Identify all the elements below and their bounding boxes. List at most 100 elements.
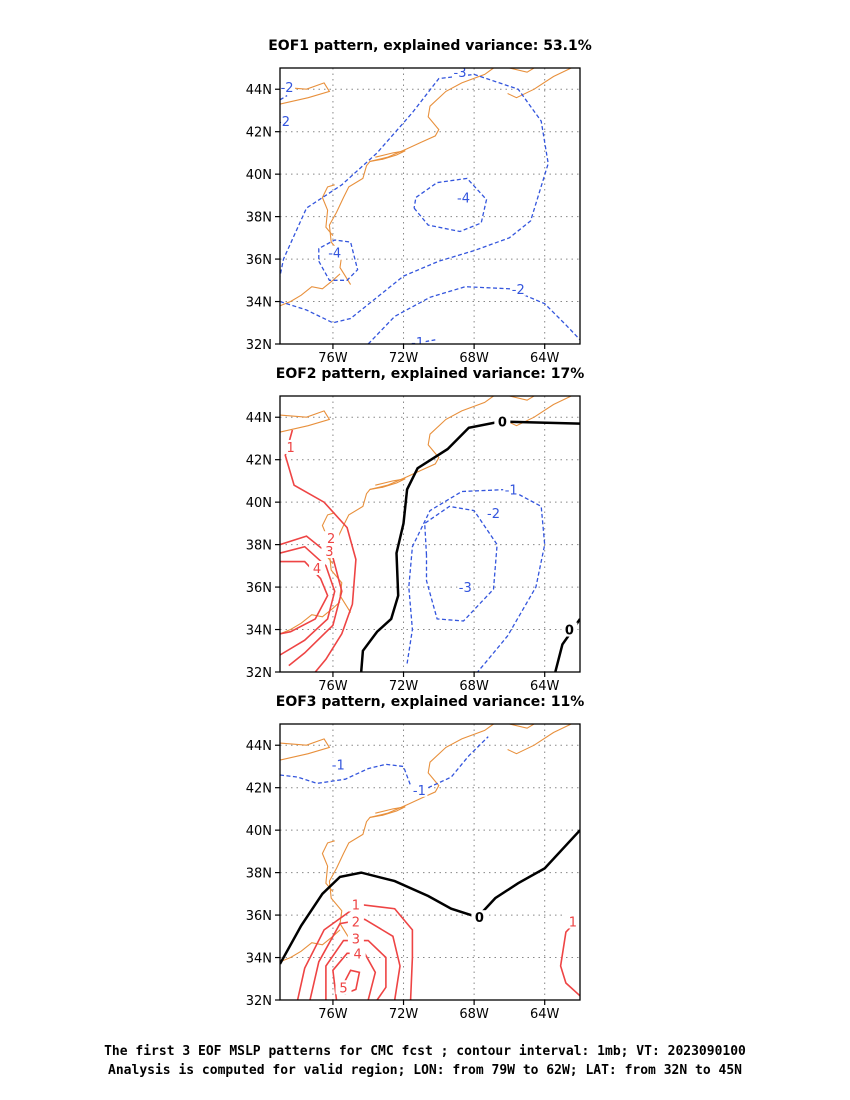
x-tick-label: 76W [318,1007,348,1022]
eof-panel-3: EOF3 pattern, explained variance: 11% -1 -… [246,694,585,1022]
negative-contour [280,763,412,786]
contour-label: 0 [565,624,574,639]
contour-label: -4 [457,192,470,207]
x-tick-label: 68W [459,1007,489,1022]
y-tick-label: 38N [246,211,272,226]
coastline [280,738,331,761]
contour-label-bg [282,439,299,454]
contour-label: -1 [332,758,345,773]
positive-contour [280,560,329,635]
y-tick-label: 34N [246,296,272,311]
contour-label: 2 [352,915,360,930]
positive-contour [325,939,387,1000]
contour-label: -2 [281,81,294,96]
contour-label: 4 [354,947,362,962]
y-tick-label: 40N [246,496,272,511]
coastline [369,150,406,162]
contour-label-bg [280,80,296,95]
x-tick-label: 72W [389,679,419,694]
y-tick-label: 36N [246,581,272,596]
x-tick-label: 76W [318,679,348,694]
contour-label-bg [326,245,343,260]
contour-label-bg [457,580,474,595]
contour-label: 1 [286,441,294,456]
plot-frame [279,723,581,1001]
coastline [509,724,536,729]
contour-label: 1 [352,898,360,913]
y-tick-label: 38N [246,539,272,554]
coastline [328,724,494,941]
positive-contour [296,903,414,1000]
contour-label-bg [309,560,326,575]
y-tick-label: 44N [246,411,272,426]
y-tick-label: 44N [246,739,272,754]
contour-label: 1 [569,915,577,930]
positive-contour [284,429,357,672]
contour-label: 5 [339,981,347,996]
contour-label-bg [452,68,468,80]
x-tick-label: 68W [459,351,489,366]
coastline [280,410,331,433]
y-tick-label: 32N [246,666,272,681]
x-tick-label: 68W [459,679,489,694]
contour-label: 4 [313,562,321,577]
contour-label: -3 [454,66,467,81]
negative-contour [406,488,546,672]
contour-label: -1 [413,784,426,799]
negative-contour [427,736,489,789]
contour-label-bg [561,622,578,637]
panel-title: EOF2 pattern, explained variance: 17% [276,366,584,382]
y-tick-label: 32N [246,994,272,1009]
contour-label-bg [564,914,580,929]
contour-label-bg [349,946,366,961]
contour-label: -1 [411,336,424,351]
caption-line-2: Analysis is computed for valid region; L… [108,1063,742,1078]
contour-label: -1 [505,483,518,498]
x-tick-label: 72W [389,1007,419,1022]
contour-label-bg [471,910,488,925]
negative-contour [280,95,288,101]
contour-label-bg [411,782,428,797]
x-tick-label: 64W [530,679,560,694]
y-tick-label: 42N [246,454,272,469]
panel-title: EOF1 pattern, explained variance: 53.1% [268,38,592,54]
contour-label-bg [485,505,502,520]
contour-label-bg [503,482,520,497]
contour-label: -2 [277,115,290,130]
y-tick-label: 40N [246,168,272,183]
x-tick-label: 76W [318,351,348,366]
contour-label-bg [494,414,511,429]
contour-label-bg [347,931,364,946]
positive-contour [280,535,343,667]
plot-frame [279,67,581,345]
coastline [280,601,341,635]
negative-contour [280,73,549,324]
y-tick-label: 38N [246,867,272,882]
x-tick-label: 64W [530,1007,560,1022]
y-tick-label: 42N [246,126,272,141]
zero-contour [280,829,580,965]
coastline [321,840,335,893]
y-tick-label: 44N [246,83,272,98]
coastline [507,724,573,755]
contour-label-bg [280,114,292,129]
y-tick-label: 32N [246,338,272,353]
positive-contour [309,918,401,1000]
y-tick-label: 34N [246,624,272,639]
x-tick-label: 64W [530,351,560,366]
y-tick-label: 34N [246,952,272,967]
contour-label: 0 [498,415,507,430]
contour-label: -2 [487,507,500,522]
contour-label-bg [347,914,364,929]
negative-contour [424,505,498,622]
contour-label-bg [409,334,426,344]
negative-contour [367,286,580,344]
contour-label-bg [323,531,340,546]
y-tick-label: 36N [246,253,272,268]
coastline [507,68,573,99]
contour-label-bg [347,897,364,912]
y-tick-label: 36N [246,909,272,924]
coastline [509,68,536,73]
contour-label: 3 [325,545,333,560]
